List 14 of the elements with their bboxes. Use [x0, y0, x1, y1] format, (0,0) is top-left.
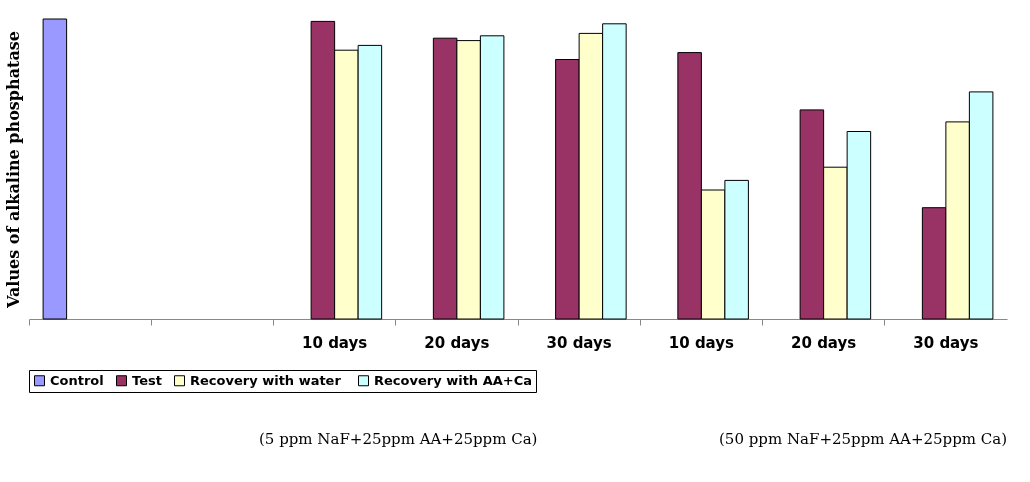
x-tick-label: 20 days — [424, 333, 490, 352]
legend-label: Recovery with water — [190, 372, 342, 388]
x-tick-label: 10 days — [668, 333, 735, 352]
legend-label: Control — [50, 372, 104, 388]
x-tick-label: 20 days — [791, 333, 857, 352]
y-axis-title: Values of alkaline phosphatase — [3, 31, 23, 309]
x-tick-label: 30 days — [913, 333, 979, 352]
x-tick-label: 10 days — [302, 333, 368, 352]
legend-label: Recovery with AA+Ca — [374, 372, 532, 388]
x-tick-label: 30 days — [546, 333, 612, 352]
text: (5 ppm NaF+25ppm AA+25ppm Ca) — [259, 430, 538, 448]
text: (50 ppm NaF+25ppm AA+25ppm Ca) — [719, 430, 1008, 448]
bar — [42, 18, 68, 320]
legend-label: Test — [132, 372, 162, 388]
